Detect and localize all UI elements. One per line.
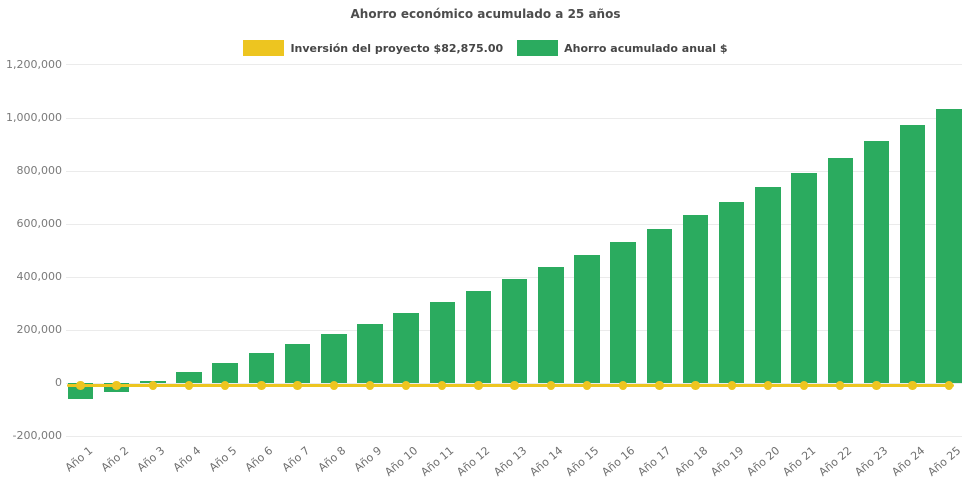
y-tick-label: 1,200,000 xyxy=(6,57,62,71)
legend-label-ahorro: Ahorro acumulado anual $ xyxy=(564,41,728,55)
bar-ano-20 xyxy=(755,187,781,384)
y-tick-label: -200,000 xyxy=(12,429,62,443)
bar-ano-25 xyxy=(936,108,962,384)
investment-marker-ano-1 xyxy=(76,381,85,390)
legend-swatch-ahorro xyxy=(517,40,559,56)
legend-label-inversion: Inversión del proyecto $82,875.00 xyxy=(290,41,504,55)
investment-marker-ano-4 xyxy=(184,381,194,390)
investment-marker-ano-23 xyxy=(872,381,881,390)
grid-line-400,000 xyxy=(66,276,962,278)
legend-item-inversion: Inversión del proyecto $82,875.00 xyxy=(243,40,503,56)
legend-item-ahorro: Ahorro acumulado anual $ xyxy=(517,40,728,56)
bar-ano-19 xyxy=(718,201,745,384)
investment-marker-ano-10 xyxy=(401,381,411,390)
grid-line-800,000 xyxy=(66,170,962,172)
bar-ano-7 xyxy=(284,343,311,384)
investment-marker-ano-5 xyxy=(221,381,230,390)
investment-marker-ano-7 xyxy=(293,381,302,390)
investment-marker-ano-8 xyxy=(329,381,338,390)
investment-marker-ano-11 xyxy=(438,381,447,390)
investment-marker-ano-19 xyxy=(727,381,736,390)
investment-marker-ano-9 xyxy=(365,381,375,390)
bar-ano-15 xyxy=(574,254,600,384)
bar-ano-16 xyxy=(610,241,636,384)
chart-title: Ahorro económico acumulado a 25 años xyxy=(350,7,621,21)
bar-ano-10 xyxy=(393,313,419,384)
investment-marker-ano-6 xyxy=(257,381,266,390)
chart-legend: Inversión del proyecto $82,875.00 Ahorro… xyxy=(0,40,971,56)
bar-ano-9 xyxy=(357,323,383,384)
bar-ano-4 xyxy=(176,372,202,384)
bar-ano-12 xyxy=(465,291,492,384)
grid-line-1,200,000 xyxy=(66,64,962,66)
y-tick-label: 0 xyxy=(55,376,62,390)
investment-marker-ano-2 xyxy=(112,381,121,390)
y-tick-label: 400,000 xyxy=(16,270,63,284)
investment-marker-ano-12 xyxy=(474,381,483,390)
investment-marker-ano-18 xyxy=(691,381,700,390)
y-tick-label: 1,000,000 xyxy=(6,111,62,125)
bar-ano-24 xyxy=(899,125,926,384)
bar-ano-14 xyxy=(538,267,564,384)
investment-marker-ano-21 xyxy=(799,381,809,390)
y-tick-label: 600,000 xyxy=(16,217,63,231)
grid-line-1,000,000 xyxy=(66,117,962,119)
investment-line xyxy=(66,383,954,388)
investment-marker-ano-15 xyxy=(582,381,592,390)
investment-marker-ano-3 xyxy=(148,381,158,390)
bar-ano-6 xyxy=(248,353,275,384)
bar-ano-23 xyxy=(863,141,890,384)
bar-ano-13 xyxy=(501,279,528,384)
bar-ano-5 xyxy=(212,362,238,384)
y-tick-label: 200,000 xyxy=(16,323,63,337)
legend-swatch-inversion xyxy=(243,40,285,56)
y-tick-label: 800,000 xyxy=(16,164,63,178)
investment-marker-ano-24 xyxy=(908,381,917,390)
investment-marker-ano-13 xyxy=(510,381,519,390)
investment-marker-ano-20 xyxy=(763,381,773,390)
bar-ano-18 xyxy=(682,215,709,384)
investment-marker-ano-14 xyxy=(546,381,556,390)
bar-ano-21 xyxy=(791,173,817,384)
investment-marker-ano-16 xyxy=(619,381,628,390)
grid-line--200,000 xyxy=(66,435,962,437)
investment-marker-ano-25 xyxy=(944,381,953,390)
bar-ano-17 xyxy=(646,228,673,384)
grid-line-600,000 xyxy=(66,223,962,225)
bar-ano-1 xyxy=(67,383,94,399)
investment-marker-ano-22 xyxy=(836,381,845,390)
bar-ano-8 xyxy=(321,333,347,384)
investment-marker-ano-17 xyxy=(655,381,664,390)
bar-ano-11 xyxy=(429,302,456,384)
bar-ano-22 xyxy=(827,158,854,384)
